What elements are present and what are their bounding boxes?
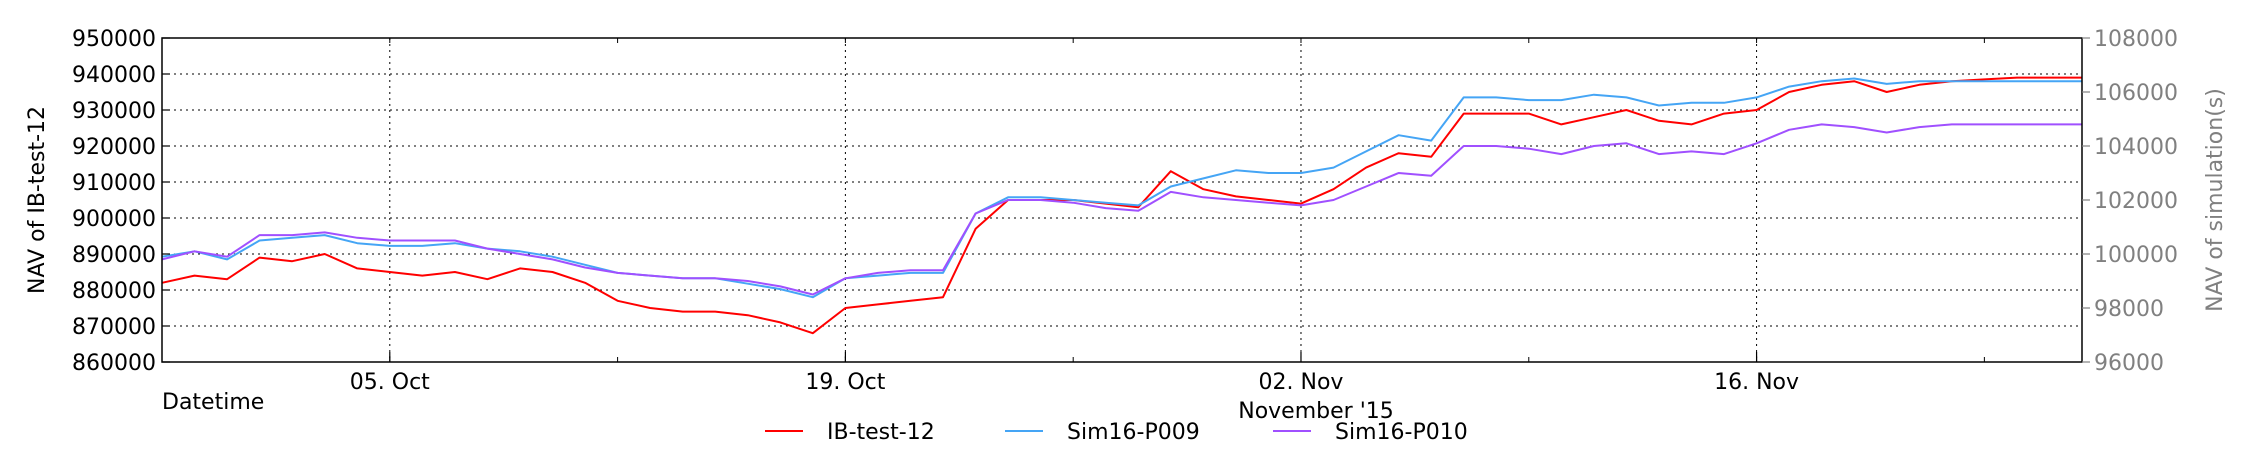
right-y-axis: 96000 98000 100000 102000 104000 106000 108000 <box>2082 27 2178 376</box>
right-tick-label: 100000 <box>2094 243 2178 268</box>
right-tick-label: 104000 <box>2094 135 2178 160</box>
right-y-axis-title: NAV of simulation(s) <box>2203 88 2228 312</box>
left-tick-label: 930000 <box>72 99 156 124</box>
legend-label-sim16-p009: Sim16-P009 <box>1067 420 1200 445</box>
left-tick-label: 860000 <box>72 351 156 376</box>
right-tick-label: 108000 <box>2094 27 2178 52</box>
series-lines <box>161 76 2082 335</box>
x-tick-label: 16. Nov <box>1714 370 1799 395</box>
left-tick-label: 940000 <box>72 63 156 88</box>
left-tick-label: 920000 <box>72 135 156 160</box>
x-tick-label: 19. Oct <box>805 370 885 395</box>
left-tick-label: 870000 <box>72 315 156 340</box>
series-line-ib-test-12 <box>161 76 2082 335</box>
x-axis-sublabel: November '15 <box>1238 399 1393 424</box>
legend-label-ib-test-12: IB-test-12 <box>827 420 935 445</box>
left-tick-label: 900000 <box>72 207 156 232</box>
left-tick-label: 880000 <box>72 279 156 304</box>
right-tick-label: 106000 <box>2094 81 2178 106</box>
x-tick-label: 02. Nov <box>1259 370 1344 395</box>
legend-label-sim16-p010: Sim16-P010 <box>1335 420 1468 445</box>
x-axis: 05. Oct 19. Oct 02. Nov 16. Nov <box>350 38 1985 395</box>
x-axis-title: Datetime <box>162 390 264 415</box>
left-y-axis: 860000 870000 880000 890000 900000 910000 9200… <box>72 27 170 376</box>
left-tick-label: 950000 <box>72 27 156 52</box>
grid-lines <box>162 38 2082 362</box>
x-tick-label: 05. Oct <box>350 370 430 395</box>
series-line-sim16-p009 <box>161 77 2082 299</box>
right-tick-label: 102000 <box>2094 189 2178 214</box>
right-tick-label: 98000 <box>2094 297 2164 322</box>
left-tick-label: 910000 <box>72 171 156 196</box>
left-tick-label: 890000 <box>72 243 156 268</box>
series-line-sim16-p010 <box>161 123 2082 296</box>
legend: IB-test-12 Sim16-P009 Sim16-P010 <box>765 420 1468 445</box>
left-y-axis-title: NAV of IB-test-12 <box>25 106 50 294</box>
right-tick-label: 96000 <box>2094 351 2164 376</box>
